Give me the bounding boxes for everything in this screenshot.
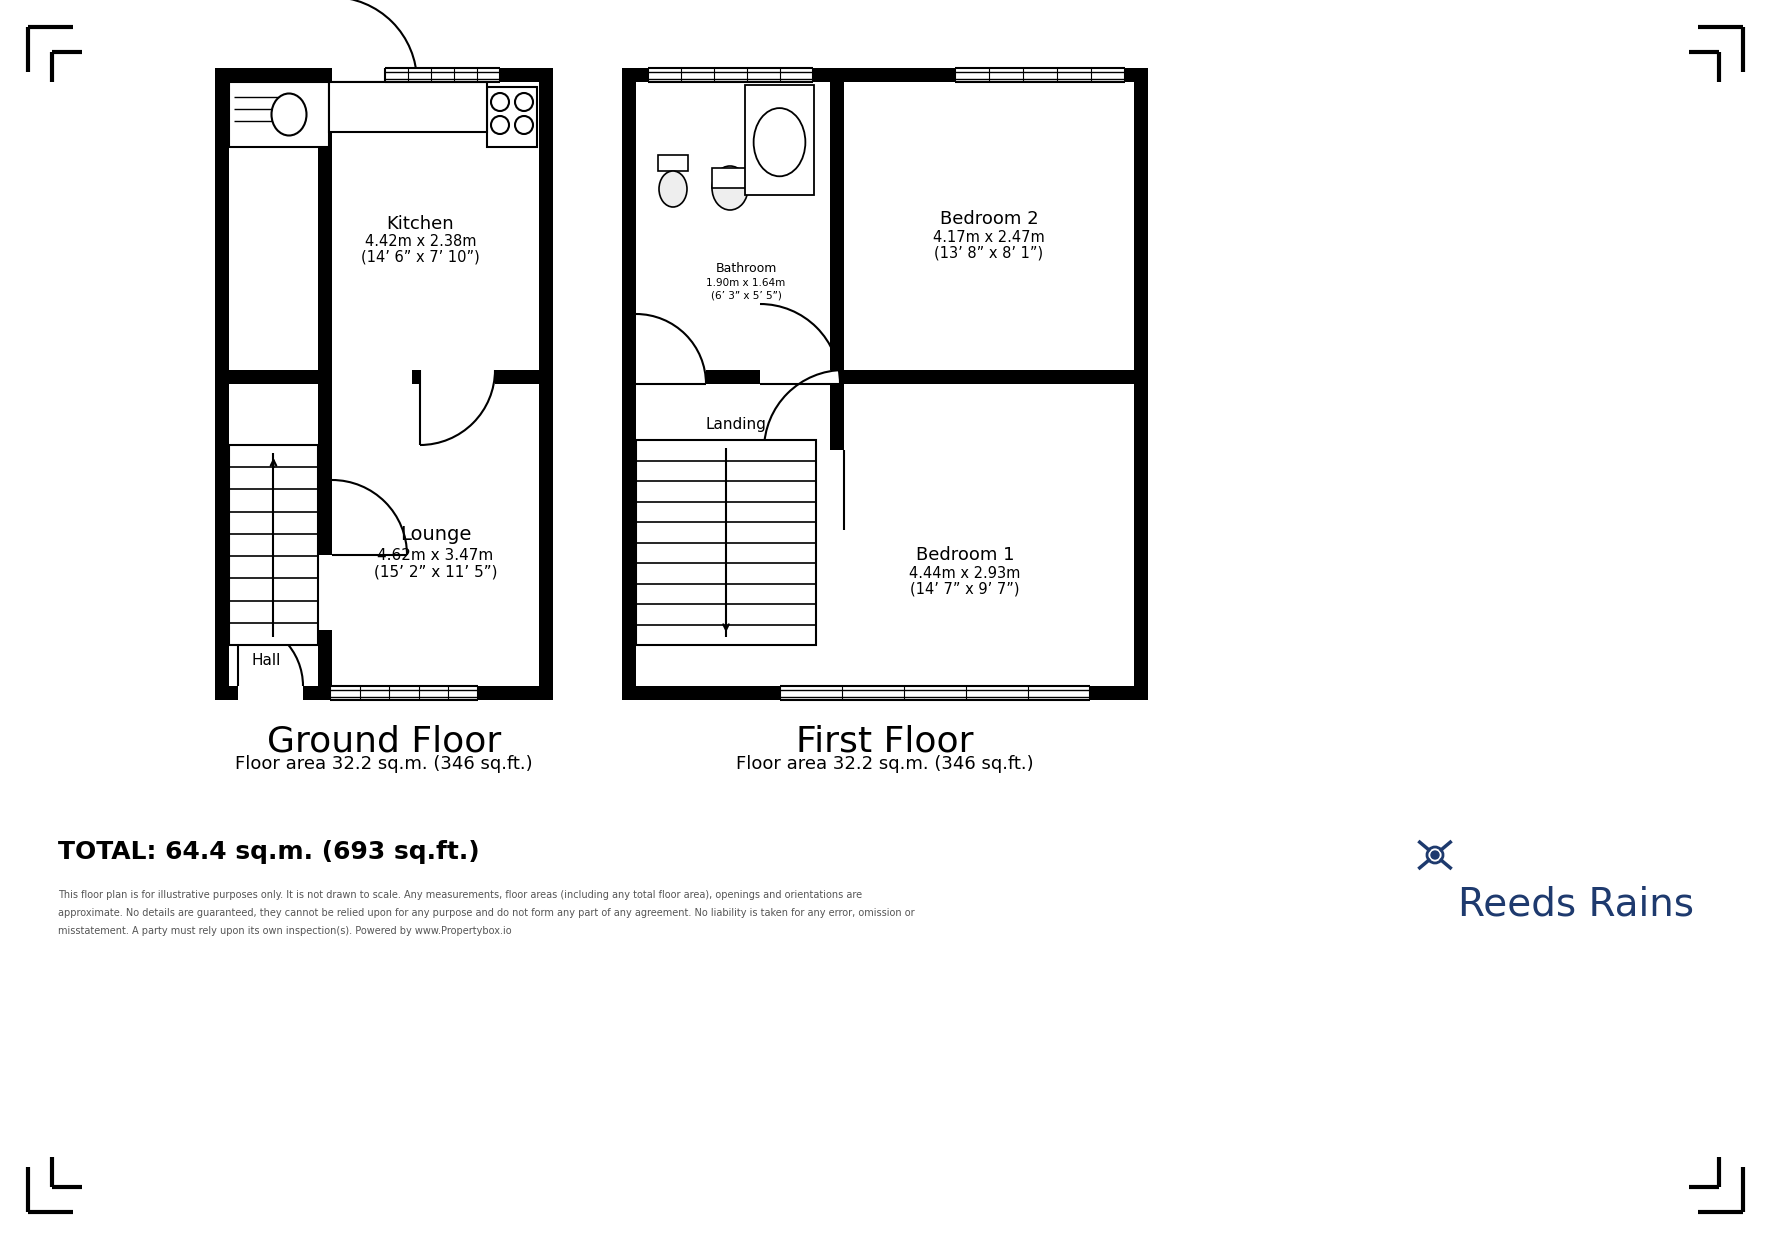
Bar: [329, 686, 478, 700]
Bar: [487, 87, 537, 147]
Bar: [831, 450, 845, 530]
Bar: [659, 155, 687, 171]
Text: Floor area 32.2 sq.m. (346 sq.ft.): Floor area 32.2 sq.m. (346 sq.ft.): [236, 755, 533, 773]
Bar: [622, 68, 636, 700]
Text: TOTAL: 64.4 sq.m. (693 sq.ft.): TOTAL: 64.4 sq.m. (693 sq.ft.): [58, 840, 480, 864]
Text: Landing: Landing: [705, 418, 767, 432]
Text: (13’ 8” x 8’ 1”): (13’ 8” x 8’ 1”): [935, 245, 1043, 260]
Text: Reeds Rains: Reeds Rains: [1458, 885, 1695, 923]
Bar: [831, 68, 845, 370]
Bar: [420, 370, 496, 384]
Ellipse shape: [271, 93, 306, 135]
Bar: [648, 68, 813, 82]
Bar: [760, 370, 839, 384]
Text: 1.90m x 1.64m: 1.90m x 1.64m: [707, 278, 786, 287]
Ellipse shape: [712, 166, 747, 209]
Bar: [214, 686, 553, 700]
Bar: [384, 68, 499, 82]
Bar: [712, 169, 747, 188]
Bar: [746, 85, 815, 195]
Text: Lounge: Lounge: [400, 525, 471, 544]
Text: (14’ 6” x 7’ 10”): (14’ 6” x 7’ 10”): [361, 249, 480, 264]
Bar: [955, 68, 1125, 82]
Text: Hall: Hall: [251, 653, 282, 668]
Bar: [779, 686, 1089, 700]
Text: approximate. No details are guaranteed, they cannot be relied upon for any purpo: approximate. No details are guaranteed, …: [58, 908, 914, 918]
Bar: [228, 445, 319, 646]
Text: Bedroom 1: Bedroom 1: [916, 546, 1015, 564]
Ellipse shape: [754, 108, 806, 176]
Text: First Floor: First Floor: [797, 725, 974, 760]
Text: Floor area 32.2 sq.m. (346 sq.ft.): Floor area 32.2 sq.m. (346 sq.ft.): [737, 755, 1034, 773]
Bar: [237, 686, 303, 700]
Bar: [329, 82, 487, 133]
Bar: [636, 440, 816, 646]
Bar: [214, 370, 553, 384]
Text: 4.17m x 2.47m: 4.17m x 2.47m: [933, 229, 1045, 244]
Bar: [319, 68, 331, 370]
Bar: [319, 370, 331, 700]
Bar: [622, 68, 1148, 82]
Text: This floor plan is for illustrative purposes only. It is not drawn to scale. Any: This floor plan is for illustrative purp…: [58, 890, 862, 900]
Text: Bedroom 2: Bedroom 2: [940, 209, 1038, 228]
Bar: [319, 555, 331, 629]
Text: Kitchen: Kitchen: [386, 216, 455, 233]
Bar: [538, 68, 553, 700]
Bar: [228, 82, 329, 147]
Text: 4.44m x 2.93m: 4.44m x 2.93m: [909, 565, 1020, 581]
Text: (6’ 3” x 5’ 5”): (6’ 3” x 5’ 5”): [710, 290, 781, 300]
Ellipse shape: [659, 171, 687, 207]
Bar: [1133, 68, 1148, 700]
Bar: [214, 68, 553, 82]
Bar: [622, 370, 1148, 384]
Text: misstatement. A party must rely upon its own inspection(s). Powered by www.Prope: misstatement. A party must rely upon its…: [58, 926, 512, 935]
Bar: [659, 155, 687, 171]
Text: (14’ 7” x 9’ 7”): (14’ 7” x 9’ 7”): [910, 581, 1020, 596]
Circle shape: [1431, 851, 1440, 859]
Bar: [214, 68, 228, 700]
Bar: [331, 68, 416, 82]
Text: (15’ 2” x 11’ 5”): (15’ 2” x 11’ 5”): [374, 565, 498, 580]
Text: Bathroom: Bathroom: [715, 263, 777, 275]
Bar: [712, 169, 747, 188]
Text: 4.62m x 3.47m: 4.62m x 3.47m: [377, 548, 494, 563]
Bar: [831, 370, 845, 530]
Bar: [622, 686, 1148, 700]
Text: 4.42m x 2.38m: 4.42m x 2.38m: [365, 233, 476, 249]
Bar: [636, 370, 707, 384]
Text: Ground Floor: Ground Floor: [267, 725, 501, 760]
Bar: [331, 370, 413, 384]
